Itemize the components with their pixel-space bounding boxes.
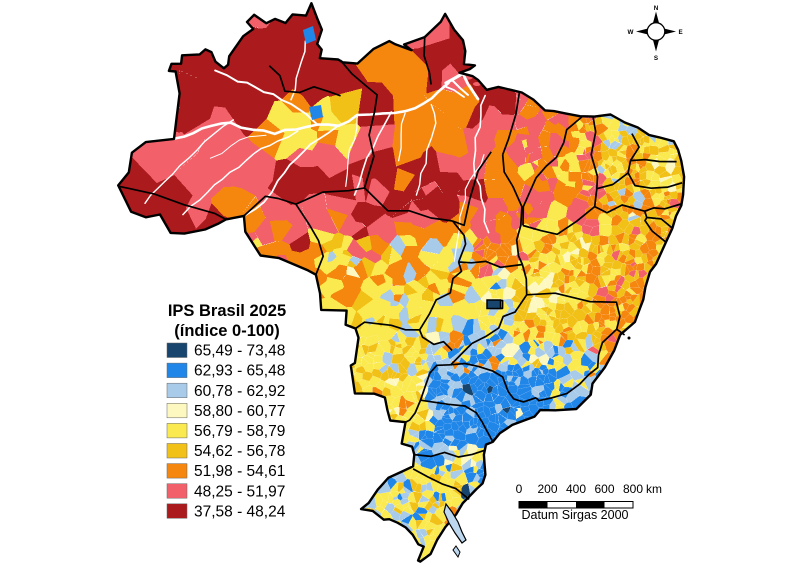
svg-text:N: N <box>654 5 659 12</box>
svg-text:W: W <box>628 29 634 36</box>
svg-text:E: E <box>679 29 683 36</box>
svg-text:IPS Brasil 2025: IPS Brasil 2025 <box>168 302 286 320</box>
svg-text:51,98 - 54,61: 51,98 - 54,61 <box>194 463 285 480</box>
svg-text:800: 800 <box>623 482 643 496</box>
svg-text:58,80 - 60,77: 58,80 - 60,77 <box>194 403 285 420</box>
svg-text:37,58 - 48,24: 37,58 - 48,24 <box>194 503 286 520</box>
svg-text:65,49 - 73,48: 65,49 - 73,48 <box>194 343 285 360</box>
svg-text:Datum Sirgas 2000: Datum Sirgas 2000 <box>521 508 628 522</box>
svg-text:400: 400 <box>566 482 586 496</box>
svg-text:S: S <box>654 55 658 62</box>
svg-text:0: 0 <box>516 482 523 496</box>
svg-text:600: 600 <box>594 482 614 496</box>
svg-text:48,25 - 51,97: 48,25 - 51,97 <box>194 483 285 500</box>
svg-text:54,62 - 56,78: 54,62 - 56,78 <box>194 443 285 460</box>
svg-text:200: 200 <box>537 482 557 496</box>
svg-text:km: km <box>646 482 662 496</box>
svg-text:(índice 0-100): (índice 0-100) <box>174 322 279 340</box>
svg-text:56,79 - 58,79: 56,79 - 58,79 <box>194 423 285 440</box>
svg-text:62,93 - 65,48: 62,93 - 65,48 <box>194 363 285 380</box>
svg-text:60,78 - 62,92: 60,78 - 62,92 <box>194 383 285 400</box>
